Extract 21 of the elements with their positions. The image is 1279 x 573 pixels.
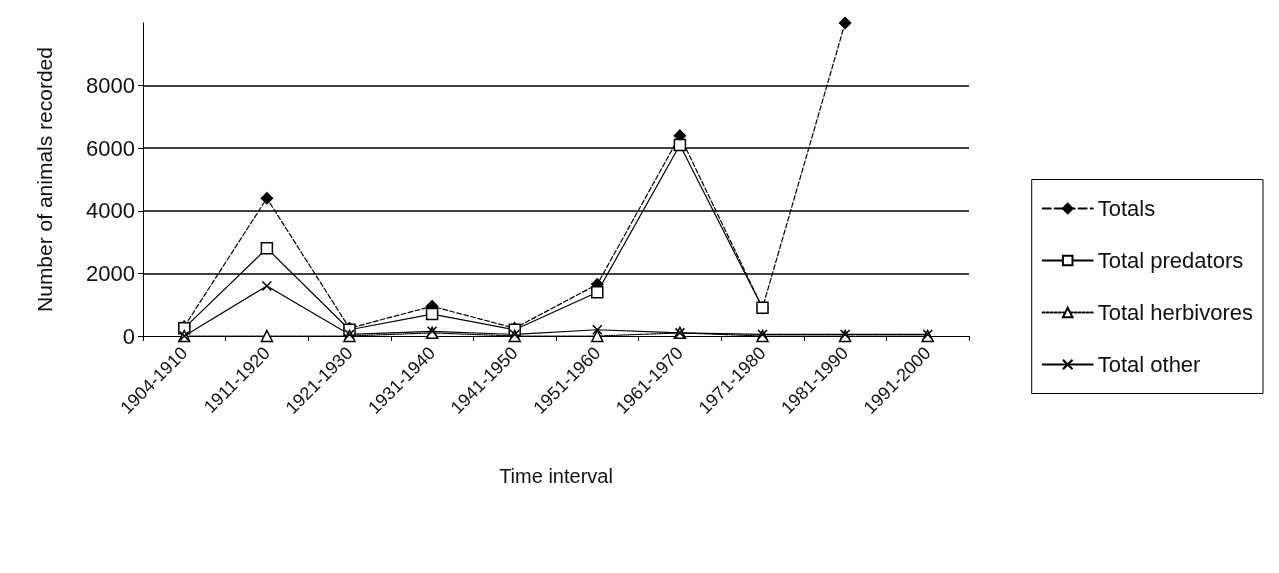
y-tick-label: 6000 xyxy=(86,135,135,161)
point xyxy=(260,242,274,255)
point xyxy=(425,307,439,321)
y-tick-label: 2000 xyxy=(86,260,135,286)
x-axis-title: Time interval xyxy=(499,465,613,487)
point xyxy=(592,324,603,335)
point xyxy=(673,138,687,152)
point xyxy=(838,16,852,30)
legend-label: Total other xyxy=(1097,352,1201,377)
legend-label: Total herbivores xyxy=(1097,300,1254,325)
point xyxy=(260,192,274,205)
y-axis-title: Number of animals recorded xyxy=(33,47,56,312)
legend-label: Total predators xyxy=(1097,248,1244,273)
point xyxy=(591,329,604,343)
y-tick-label: 8000 xyxy=(86,73,135,99)
point xyxy=(591,285,604,299)
legend-label: Totals xyxy=(1097,196,1156,221)
point xyxy=(261,280,273,292)
point xyxy=(260,329,274,343)
y-tick-label: 0 xyxy=(122,323,135,349)
y-tick-label: 4000 xyxy=(86,198,135,224)
